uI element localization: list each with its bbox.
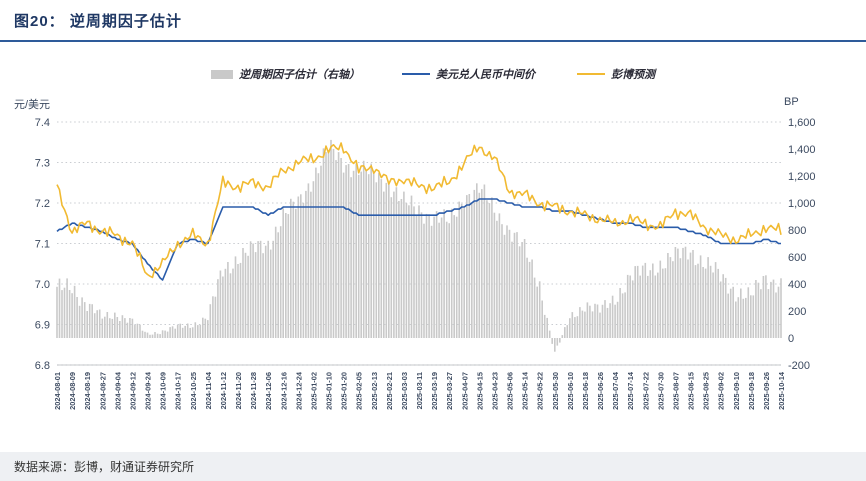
- svg-text:2024-09-24: 2024-09-24: [144, 371, 153, 410]
- svg-text:2025-02-05: 2025-02-05: [355, 372, 364, 410]
- svg-text:600: 600: [788, 252, 806, 264]
- legend-label-ccf: 逆周期因子估计（右轴）: [239, 69, 360, 81]
- svg-text:7.0: 7.0: [35, 279, 50, 291]
- svg-text:1,600: 1,600: [788, 117, 816, 129]
- svg-text:2024-10-25: 2024-10-25: [189, 372, 198, 410]
- svg-text:1,000: 1,000: [788, 198, 816, 210]
- svg-text:1,400: 1,400: [788, 144, 816, 156]
- svg-text:2024-12-16: 2024-12-16: [279, 372, 288, 410]
- svg-text:1,200: 1,200: [788, 171, 816, 183]
- svg-text:7.2: 7.2: [35, 198, 50, 210]
- svg-text:2025-09-18: 2025-09-18: [747, 372, 756, 410]
- svg-text:2024-09-12: 2024-09-12: [128, 372, 137, 410]
- svg-text:2025-07-14: 2025-07-14: [626, 371, 635, 410]
- svg-text:2025-01-20: 2025-01-20: [340, 372, 349, 410]
- legend-item-parity: 美元兑人民币中间价: [402, 66, 535, 82]
- svg-text:2025-07-04: 2025-07-04: [611, 371, 620, 410]
- svg-text:2025-04-07: 2025-04-07: [460, 372, 469, 410]
- chart-legend: 逆周期因子估计（右轴） 美元兑人民币中间价 彭博预测: [0, 66, 866, 82]
- svg-text:2025-04-15: 2025-04-15: [475, 372, 484, 410]
- svg-text:6.8: 6.8: [35, 360, 50, 372]
- chart-canvas: 7.4 7.3 7.2 7.1 7.0 6.9 6.8 1,600 1,400 1,200 1,00…: [35, 117, 816, 410]
- chart-area: 逆周期因子估计（右轴） 美元兑人民币中间价 彭博预测 元/美元 BP 7.4 7.…: [0, 42, 866, 452]
- svg-text:2024-08-01: 2024-08-01: [53, 372, 62, 410]
- svg-text:2025-02-21: 2025-02-21: [385, 372, 394, 410]
- svg-text:2025-08-07: 2025-08-07: [671, 372, 680, 410]
- bars-series-ccf: [56, 139, 782, 352]
- x-axis-labels: 2024-08-01 2024-08-09 2024-08-19 2024-08-27…: [53, 371, 786, 410]
- svg-text:2025-03-19: 2025-03-19: [430, 372, 439, 410]
- forecast-line: [56, 142, 782, 279]
- svg-text:2025-10-14: 2025-10-14: [777, 371, 786, 410]
- svg-text:2025-05-14: 2025-05-14: [521, 371, 530, 410]
- svg-text:7.1: 7.1: [35, 239, 50, 251]
- source-note: 数据来源：彭博，财通证券研究所: [14, 460, 195, 474]
- svg-text:2025-06-18: 2025-06-18: [581, 372, 590, 410]
- svg-text:2024-11-20: 2024-11-20: [234, 372, 243, 409]
- figure-title: 图20： 逆周期因子估计: [14, 13, 182, 30]
- svg-text:2024-08-27: 2024-08-27: [98, 372, 107, 410]
- svg-text:2025-05-30: 2025-05-30: [551, 372, 560, 410]
- svg-text:2025-08-25: 2025-08-25: [702, 372, 711, 410]
- svg-text:2025-01-02: 2025-01-02: [309, 372, 318, 410]
- svg-text:2025-09-10: 2025-09-10: [732, 372, 741, 410]
- svg-text:2025-03-03: 2025-03-03: [400, 372, 409, 410]
- line-swatch-parity-icon: [402, 72, 430, 76]
- svg-text:2024-08-19: 2024-08-19: [83, 372, 92, 410]
- svg-text:7.4: 7.4: [35, 117, 50, 129]
- svg-text:-200: -200: [788, 360, 810, 372]
- svg-text:2024-11-12: 2024-11-12: [219, 372, 228, 409]
- svg-text:2025-01-10: 2025-01-10: [325, 372, 334, 410]
- legend-label-parity: 美元兑人民币中间价: [436, 69, 535, 81]
- svg-text:2024-08-09: 2024-08-09: [68, 372, 77, 410]
- right-axis-ticks: 1,600 1,400 1,200 1,000 800 600 400 200 0 -200: [788, 117, 816, 372]
- svg-text:2025-08-15: 2025-08-15: [687, 372, 696, 410]
- svg-text:800: 800: [788, 225, 806, 237]
- svg-text:2025-06-10: 2025-06-10: [566, 372, 575, 410]
- svg-text:400: 400: [788, 279, 806, 291]
- svg-text:2024-11-28: 2024-11-28: [249, 372, 258, 409]
- legend-item-ccf-bars: 逆周期因子估计（右轴）: [211, 66, 360, 82]
- svg-text:2025-04-23: 2025-04-23: [490, 372, 499, 410]
- svg-text:2024-12-24: 2024-12-24: [294, 371, 303, 410]
- svg-text:2025-03-11: 2025-03-11: [415, 372, 424, 409]
- right-axis-unit: BP: [784, 96, 799, 108]
- svg-text:6.9: 6.9: [35, 320, 50, 332]
- bar-swatch-icon: [211, 69, 233, 79]
- svg-text:0: 0: [788, 333, 794, 345]
- svg-text:2024-11-04: 2024-11-04: [204, 371, 213, 409]
- svg-text:2025-09-26: 2025-09-26: [762, 372, 771, 410]
- svg-text:2025-05-06: 2025-05-06: [506, 372, 515, 410]
- line-swatch-forecast-icon: [577, 72, 605, 76]
- svg-text:2024-09-04: 2024-09-04: [113, 371, 122, 410]
- svg-text:2024-12-06: 2024-12-06: [264, 372, 273, 410]
- svg-text:2025-02-13: 2025-02-13: [370, 372, 379, 410]
- svg-text:2024-10-17: 2024-10-17: [174, 372, 183, 410]
- svg-text:2025-07-30: 2025-07-30: [656, 372, 665, 410]
- left-axis-ticks: 7.4 7.3 7.2 7.1 7.0 6.9 6.8: [35, 117, 50, 372]
- svg-text:2025-09-02: 2025-09-02: [717, 372, 726, 410]
- svg-text:2025-07-22: 2025-07-22: [641, 372, 650, 410]
- legend-label-forecast: 彭博预测: [611, 69, 655, 81]
- svg-text:2025-03-27: 2025-03-27: [445, 372, 454, 410]
- figure-header: 图20： 逆周期因子估计: [0, 0, 866, 42]
- svg-text:7.3: 7.3: [35, 158, 50, 170]
- svg-text:2025-06-26: 2025-06-26: [596, 372, 605, 410]
- source-note-bar: 数据来源：彭博，财通证券研究所: [0, 452, 866, 481]
- svg-text:2025-05-22: 2025-05-22: [536, 372, 545, 410]
- svg-text:200: 200: [788, 306, 806, 318]
- left-axis-unit: 元/美元: [14, 99, 51, 111]
- svg-text:2024-10-09: 2024-10-09: [159, 372, 168, 410]
- legend-item-forecast: 彭博预测: [577, 66, 655, 82]
